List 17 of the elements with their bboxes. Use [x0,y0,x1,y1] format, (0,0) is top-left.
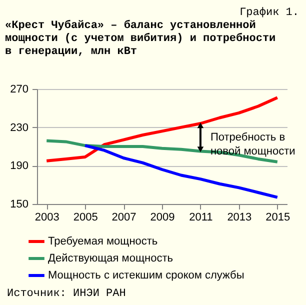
chart-title: «Крест Чубайса» – баланс установленной мощности (с учетом вибития) и потребности в генерации, млн кВт [5,19,276,58]
legend-label: Мощность с истекшим сроком службы [48,270,244,282]
x-tick-label: 2013 [227,212,252,224]
x-tick-label: 2011 [189,212,213,224]
text: Источник: ИНЭИ РАН [7,288,126,300]
y-tick-label: 150 [10,198,28,210]
x-tick-label: 2005 [73,212,98,224]
legend-label: Требуемая мощность [48,236,158,248]
x-tick-label: 2009 [150,212,175,224]
x-tick-label: 2007 [112,212,136,224]
y-tick-label: 190 [10,160,28,172]
y-tick-label: 270 [10,84,28,96]
x-tick-label: 2003 [34,212,60,224]
x-tick-label: 2015 [266,212,290,224]
legend-label: Действующая мощность [48,252,174,264]
y-tick-label: 230 [10,122,28,134]
text: График 1. [240,7,299,19]
